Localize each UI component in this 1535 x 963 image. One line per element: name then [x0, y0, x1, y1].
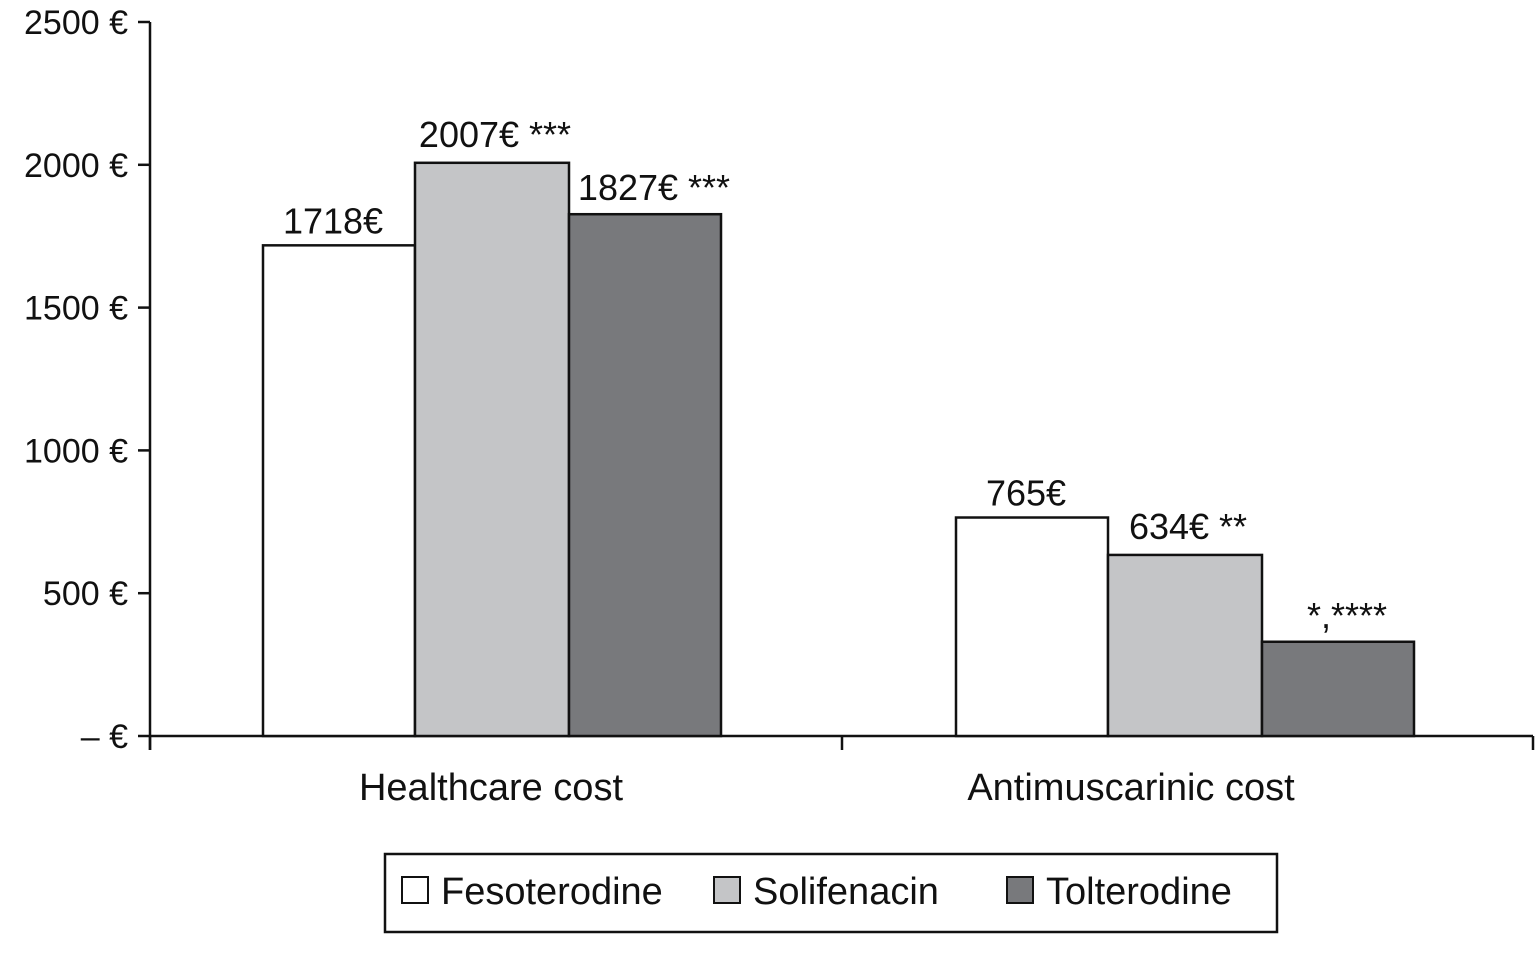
data-label: *,**** — [1307, 595, 1387, 636]
legend-label: Solifenacin — [753, 871, 939, 913]
legend-label: Fesoterodine — [441, 871, 663, 913]
legend-swatch — [713, 876, 741, 904]
data-label: 1827€ *** — [578, 167, 730, 208]
data-label: 2007€ *** — [419, 114, 571, 155]
legend-label: Tolterodine — [1046, 871, 1232, 913]
bar-fesoterodine-healthcare — [261, 244, 417, 738]
legend-swatch — [401, 876, 429, 904]
bar-tolterodine-antimuscarinic — [1260, 640, 1416, 738]
data-label: 765€ — [986, 473, 1066, 514]
bars — [261, 161, 1416, 738]
y-axis: – € 500 € 1000 € 1500 € 2000 € 2500 € — [24, 4, 152, 756]
category-labels: Healthcare cost Antimuscarinic cost — [359, 767, 1295, 809]
legend-swatch — [1006, 876, 1034, 904]
data-label: 634€ ** — [1129, 506, 1247, 547]
x-axis — [148, 734, 1535, 750]
legend-box — [383, 852, 1279, 934]
y-tick-label: 1500 € — [24, 290, 128, 328]
data-labels: 1718€ 2007€ ***1827€ *** 765€ 634€ ** *,**** — [283, 114, 1387, 636]
data-label: 1718€ — [283, 200, 383, 241]
y-tick-label: 1000 € — [24, 432, 128, 470]
category-label: Antimuscarinic cost — [967, 767, 1295, 809]
y-tick-label: 2000 € — [24, 147, 128, 185]
y-tick-label: 2500 € — [24, 4, 128, 42]
y-tick-label: – € — [81, 718, 128, 756]
bar-solifenacin-antimuscarinic — [1106, 553, 1264, 738]
category-label: Healthcare cost — [359, 767, 623, 809]
bar-fesoterodine-antimuscarinic — [954, 516, 1110, 738]
legend: Fesoterodine Solifenacin Tolterodine — [383, 852, 1279, 934]
y-tick-label: 500 € — [43, 575, 128, 613]
bar-solifenacin-healthcare — [413, 161, 571, 738]
bar-tolterodine-healthcare — [567, 212, 723, 738]
